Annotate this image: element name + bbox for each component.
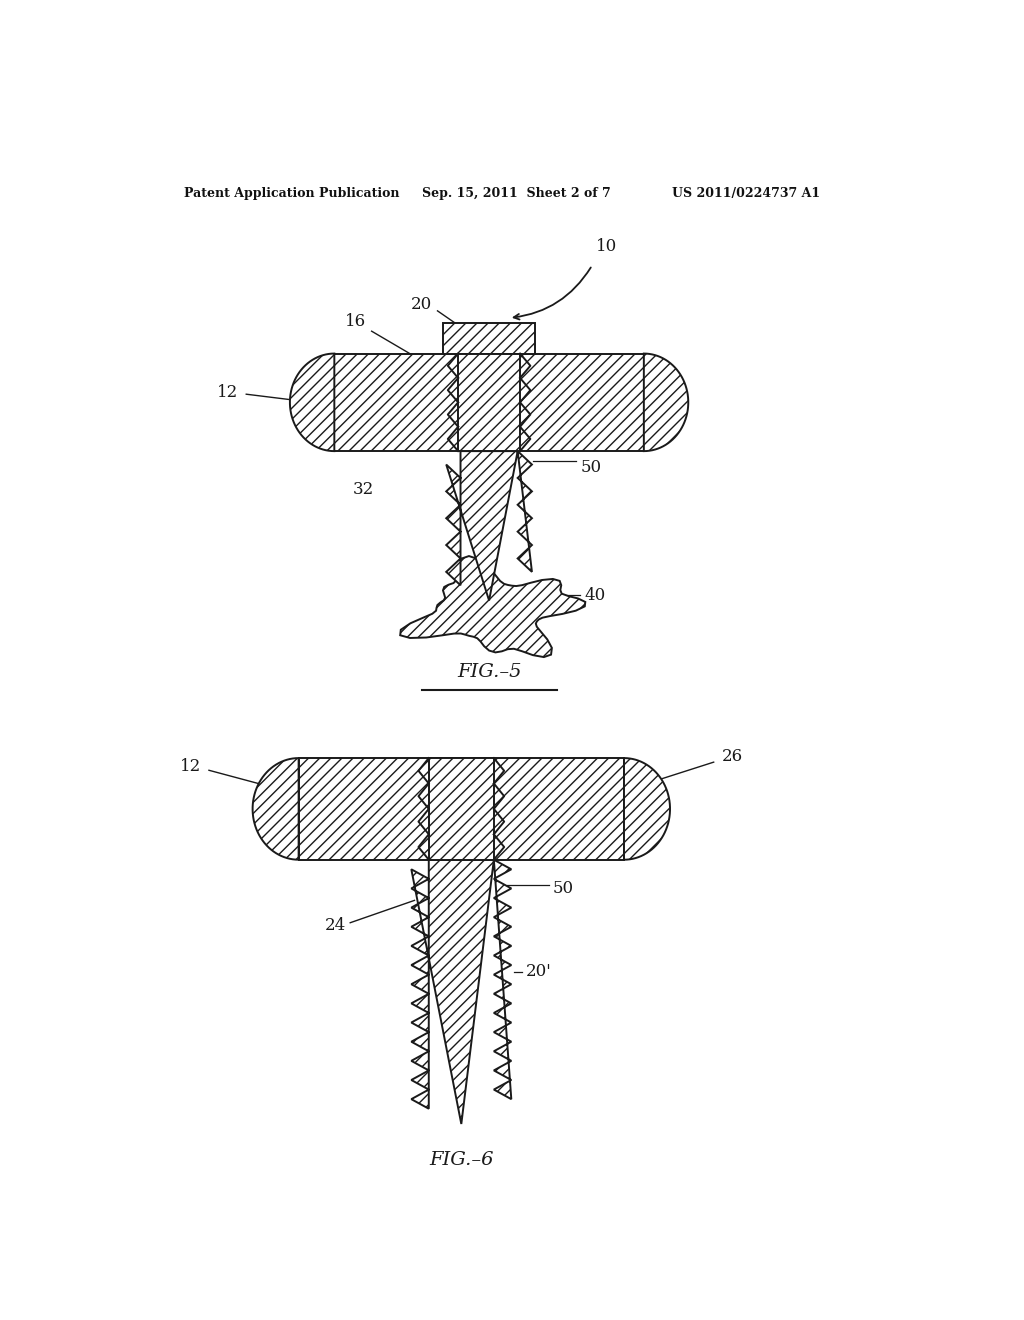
Text: FIG.–6: FIG.–6 <box>429 1151 494 1168</box>
Text: Patent Application Publication: Patent Application Publication <box>183 187 399 199</box>
Text: 10: 10 <box>596 238 617 255</box>
Polygon shape <box>412 859 511 1125</box>
Text: FIG.–5: FIG.–5 <box>457 663 521 681</box>
Text: 24: 24 <box>470 492 492 508</box>
Polygon shape <box>400 556 586 657</box>
Text: US 2011/0224737 A1: US 2011/0224737 A1 <box>672 187 820 199</box>
Text: (: ( <box>461 492 467 508</box>
Text: 16: 16 <box>345 313 367 330</box>
Text: 20': 20' <box>525 964 551 979</box>
Polygon shape <box>446 451 531 601</box>
Polygon shape <box>644 354 688 451</box>
Polygon shape <box>290 354 334 451</box>
Text: 24: 24 <box>325 917 346 935</box>
Text: Sep. 15, 2011  Sheet 2 of 7: Sep. 15, 2011 Sheet 2 of 7 <box>422 187 610 199</box>
Text: 32: 32 <box>352 482 374 498</box>
Text: 12: 12 <box>180 758 201 775</box>
Polygon shape <box>253 758 299 859</box>
Polygon shape <box>624 758 670 859</box>
Bar <box>299 758 624 859</box>
Text: 12: 12 <box>217 384 239 401</box>
Bar <box>458 354 520 451</box>
Bar <box>334 354 644 451</box>
Text: 50: 50 <box>553 879 573 896</box>
Text: 40: 40 <box>585 587 605 605</box>
Bar <box>429 758 494 859</box>
Text: 50: 50 <box>581 459 601 477</box>
Text: 26: 26 <box>722 747 742 764</box>
Text: 20: 20 <box>411 296 432 313</box>
Bar <box>443 323 535 354</box>
